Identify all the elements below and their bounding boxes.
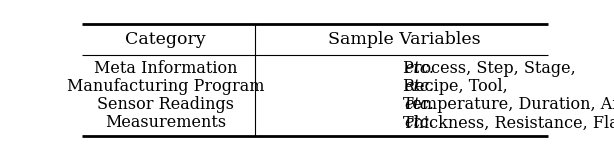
Text: Measurements: Measurements [105, 115, 227, 131]
Text: etc.: etc. [404, 96, 434, 113]
Text: Recipe, Tool,: Recipe, Tool, [403, 78, 513, 95]
Text: etc.: etc. [404, 60, 434, 77]
Text: Meta Information: Meta Information [94, 60, 238, 77]
Text: etc.: etc. [404, 115, 434, 131]
Text: Thickness, Resistance, Flatness,: Thickness, Resistance, Flatness, [403, 115, 614, 131]
Text: Temperature, Duration, Angle,: Temperature, Duration, Angle, [403, 96, 614, 113]
Text: Sensor Readings: Sensor Readings [97, 96, 234, 113]
Text: Manufacturing Program: Manufacturing Program [67, 78, 265, 95]
Text: Category: Category [125, 31, 206, 48]
Text: Sample Variables: Sample Variables [328, 31, 480, 48]
Text: etc.: etc. [404, 78, 434, 95]
Text: Process, Step, Stage,: Process, Step, Stage, [403, 60, 581, 77]
